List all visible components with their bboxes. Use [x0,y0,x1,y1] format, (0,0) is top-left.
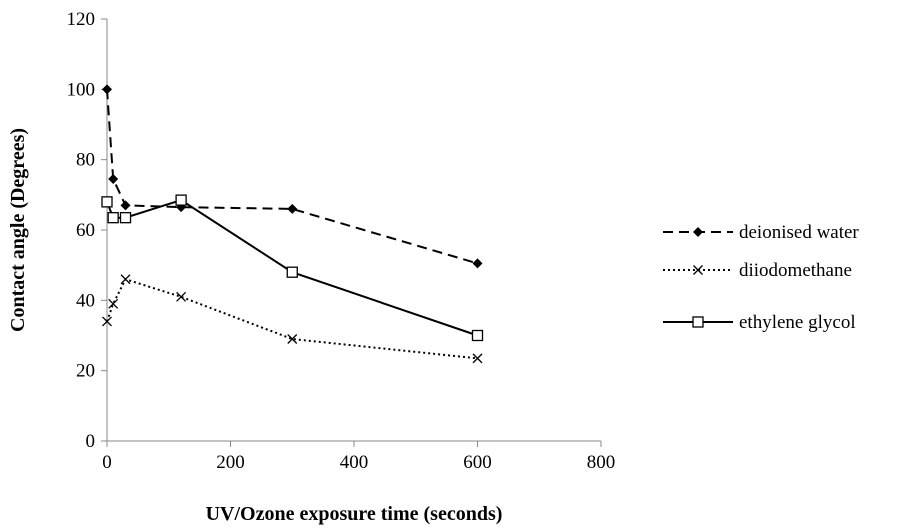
data-point-diiodomethane [287,334,298,344]
data-point-diiodomethane [120,274,131,285]
x-marker-stroke [287,334,298,344]
data-point-ethylene-glycol [119,212,132,224]
data-point-diiodomethane [108,298,119,309]
axes: 0 20 40 60 80 100 120 0 200 400 600 800 [67,9,616,473]
x-marker-stroke [120,274,131,285]
y-axis-title: Contact angle (Degrees) [7,128,29,332]
x-tick-label: 800 [587,452,616,473]
data-point-diiodomethane [472,353,483,364]
x-tick-label: 600 [463,452,492,473]
x-tick-label: 0 [102,452,112,473]
data-point-ethylene-glycol [107,212,119,224]
legend-item-diiodomethane: diiodomethane [663,260,852,281]
y-tick-label: 120 [67,9,96,30]
legend: deionised water diiodomethane ethylene gly… [663,222,859,333]
series-deionised-water [102,84,483,269]
data-point-deionised-water [108,174,119,185]
legend-label: diiodomethane [739,260,852,281]
x-tick-label: 400 [340,452,369,473]
data-point-deionised-water [120,200,131,211]
x-marker-stroke [102,316,112,327]
x-marker-stroke [176,291,187,302]
data-point-ethylene-glycol [471,329,484,342]
legend-marker [693,265,703,275]
x-marker-stroke [472,353,483,364]
series-line-diiodomethane [106,278,478,360]
y-tick-label: 20 [76,361,95,382]
x-marker-stroke [108,298,119,309]
data-point-ethylene-glycol [286,266,298,278]
y-tick-label: 60 [76,220,95,241]
x-axis-title: UV/Ozone exposure time (seconds) [206,503,503,525]
legend-label: deionised water [739,222,859,243]
legend-item-deionised-water: deionised water [663,222,859,243]
series-ethylene-glycol [101,194,484,342]
data-point-diiodomethane [102,316,112,327]
legend-item-ethylene-glycol: ethylene glycol [663,312,856,333]
data-point-deionised-water [472,258,483,269]
data-point-deionised-water [287,203,298,214]
x-tick-label: 200 [216,452,245,473]
data-point-ethylene-glycol [101,196,113,208]
series-diiodomethane [102,274,483,364]
y-tick-label: 80 [76,150,95,171]
y-tick-label: 40 [76,290,95,311]
series-group [101,84,484,364]
legend-marker [692,316,704,328]
y-tick-label: 0 [86,431,96,452]
y-tick-label: 100 [67,79,96,100]
data-point-ethylene-glycol [175,194,187,206]
x-marker-stroke [693,265,703,275]
legend-marker [693,227,703,237]
data-point-deionised-water [102,84,112,95]
legend-label: ethylene glycol [739,312,856,333]
series-line-deionised-water [106,89,478,265]
data-point-diiodomethane [176,291,187,302]
